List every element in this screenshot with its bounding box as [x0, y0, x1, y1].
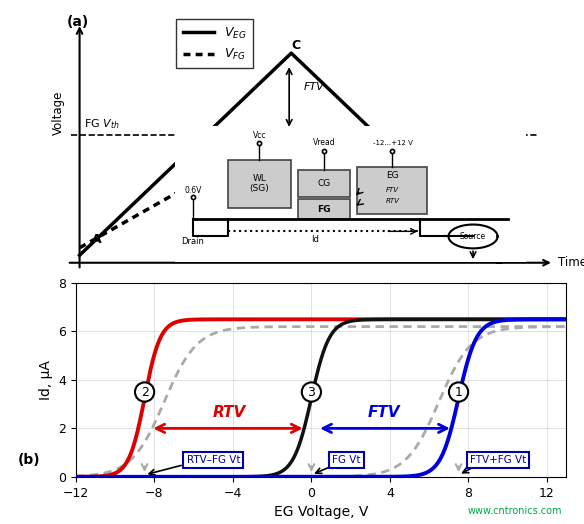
Text: RTV: RTV [465, 165, 487, 175]
Text: FG Vt: FG Vt [332, 455, 361, 465]
Text: 2: 2 [141, 386, 148, 399]
Legend: $V_{EG}$, $V_{FG}$: $V_{EG}$, $V_{FG}$ [176, 19, 253, 68]
Text: -12...+12 V: -12...+12 V [373, 140, 412, 146]
Text: (b): (b) [18, 453, 40, 467]
Text: Id: Id [311, 235, 319, 244]
Text: Drain: Drain [181, 237, 204, 246]
Text: RTV: RTV [213, 405, 246, 420]
Text: D: D [410, 127, 420, 139]
Text: 3: 3 [307, 386, 315, 399]
Text: (a): (a) [67, 15, 89, 29]
Text: FTV+FG Vt: FTV+FG Vt [470, 455, 526, 465]
Text: www.cntronics.com: www.cntronics.com [468, 506, 562, 516]
X-axis label: EG Voltage, V: EG Voltage, V [274, 505, 369, 519]
Text: CG: CG [318, 179, 331, 188]
Text: 1: 1 [454, 386, 463, 399]
Text: Time: Time [558, 256, 584, 269]
FancyBboxPatch shape [298, 170, 350, 198]
Text: EG: EG [386, 171, 399, 180]
Text: FTV: FTV [304, 82, 325, 92]
Text: WL
(SG): WL (SG) [249, 174, 269, 193]
FancyBboxPatch shape [298, 199, 350, 220]
Text: Source: Source [460, 232, 486, 241]
Text: Vcc: Vcc [252, 132, 266, 140]
Text: A: A [92, 233, 101, 246]
FancyBboxPatch shape [357, 167, 427, 214]
Text: Vread: Vread [313, 138, 335, 147]
Text: 0.6V: 0.6V [184, 186, 201, 195]
Text: RTV–FG Vt: RTV–FG Vt [186, 455, 240, 465]
Text: FTV: FTV [386, 188, 399, 193]
Text: E: E [495, 254, 503, 267]
Text: RTV: RTV [385, 198, 399, 204]
Text: C: C [291, 39, 300, 52]
Text: Voltage: Voltage [52, 91, 65, 135]
Text: FG: FG [317, 205, 331, 214]
Text: B: B [223, 163, 232, 177]
Text: FG $V_{th}$: FG $V_{th}$ [84, 117, 119, 131]
Text: FTV: FTV [368, 405, 400, 420]
Y-axis label: Id, μA: Id, μA [39, 360, 53, 400]
FancyBboxPatch shape [228, 160, 291, 208]
